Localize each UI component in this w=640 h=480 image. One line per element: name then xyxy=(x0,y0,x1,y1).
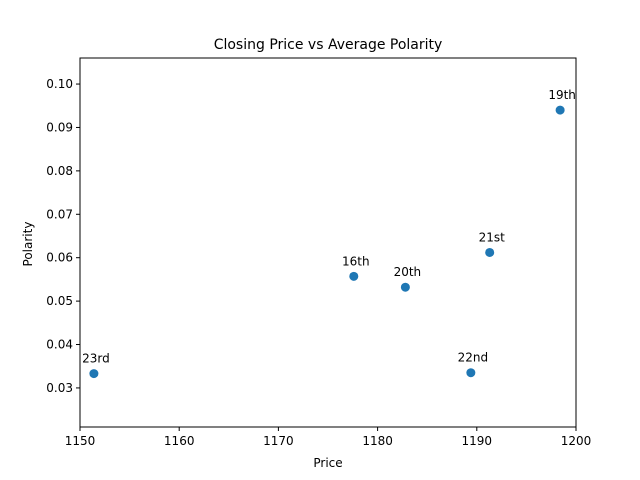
data-point xyxy=(89,369,99,379)
y-tick-label: 0.06 xyxy=(46,251,73,265)
x-tick-label: 1170 xyxy=(263,434,294,448)
point-label: 16th xyxy=(342,254,370,268)
x-tick-label: 1190 xyxy=(462,434,493,448)
point-label: 19th xyxy=(548,88,576,102)
y-tick-label: 0.08 xyxy=(46,164,73,178)
point-label: 22nd xyxy=(458,351,489,365)
y-axis-label: Polarity xyxy=(21,222,35,267)
y-tick-label: 0.05 xyxy=(46,294,73,308)
y-tick-label: 0.07 xyxy=(46,207,73,221)
plot-area: 1150 1160 1170 1180 1190 1200 0.03 0.04 0.05 0.06… xyxy=(46,57,592,448)
x-tick-label: 1150 xyxy=(65,434,96,448)
point-label: 23rd xyxy=(82,352,110,366)
y-tick-label: 0.04 xyxy=(46,338,73,352)
data-point xyxy=(466,368,476,378)
chart-title: Closing Price vs Average Polarity xyxy=(214,37,443,53)
x-tick-label: 1180 xyxy=(362,434,393,448)
point-label: 21st xyxy=(479,230,506,244)
data-point xyxy=(349,271,359,281)
data-point xyxy=(400,282,410,292)
y-tick-label: 0.10 xyxy=(46,77,73,91)
data-point xyxy=(485,247,495,257)
y-tick-label: 0.03 xyxy=(46,381,73,395)
x-axis-label: Price xyxy=(313,456,342,470)
y-tick-label: 0.09 xyxy=(46,120,73,134)
x-tick-label: 1200 xyxy=(561,434,592,448)
plot-frame xyxy=(79,57,577,428)
data-point xyxy=(555,105,565,115)
x-tick-label: 1160 xyxy=(164,434,195,448)
point-label: 20th xyxy=(394,265,422,279)
